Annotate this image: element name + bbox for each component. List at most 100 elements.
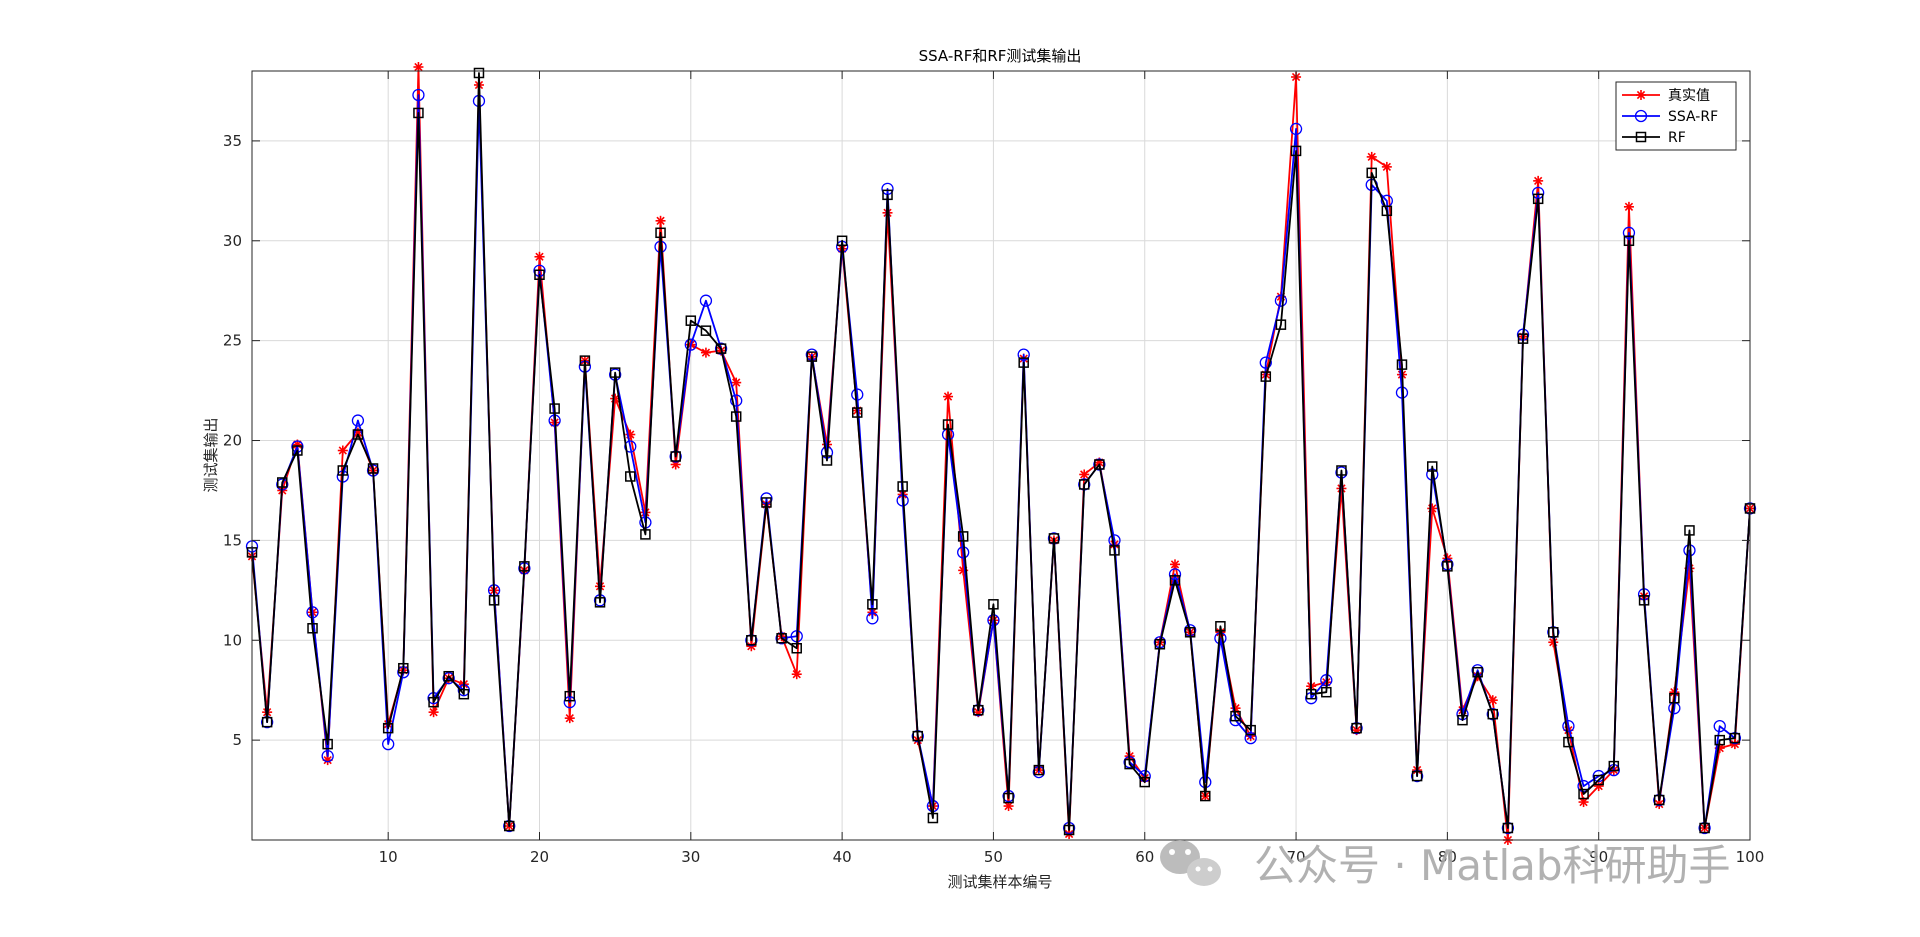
data-point bbox=[1321, 686, 1332, 698]
data-point bbox=[1714, 734, 1725, 746]
data-point bbox=[443, 670, 454, 682]
data-point bbox=[1017, 348, 1030, 361]
data-point bbox=[503, 820, 515, 832]
data-point bbox=[791, 669, 802, 680]
data-point bbox=[382, 722, 394, 734]
data-point bbox=[1170, 559, 1181, 570]
data-point bbox=[1729, 732, 1741, 744]
legend-label: RF bbox=[1668, 130, 1686, 146]
data-point bbox=[761, 497, 772, 508]
data-point bbox=[640, 529, 651, 540]
data-point bbox=[746, 635, 757, 646]
data-point bbox=[1184, 627, 1196, 638]
legend-label: 真实值 bbox=[1668, 88, 1710, 104]
data-point bbox=[655, 227, 666, 239]
legend: 真实值 SSA-RF RF bbox=[1615, 81, 1737, 151]
data-point bbox=[1259, 356, 1272, 369]
data-point bbox=[337, 465, 349, 476]
x-tick-label: 40 bbox=[833, 848, 852, 866]
data-point bbox=[428, 696, 439, 708]
y-tick-label: 25 bbox=[223, 332, 242, 350]
data-point bbox=[821, 455, 833, 466]
x-tick-label: 90 bbox=[1589, 848, 1608, 866]
data-point bbox=[1381, 205, 1393, 217]
data-point bbox=[534, 269, 545, 280]
data-point bbox=[1169, 575, 1181, 586]
data-point bbox=[1608, 760, 1620, 772]
data-point bbox=[1471, 664, 1484, 677]
data-point bbox=[973, 704, 984, 716]
x-tick-label: 80 bbox=[1438, 848, 1457, 866]
data-point bbox=[413, 107, 424, 119]
data-point bbox=[1502, 822, 1514, 834]
data-point bbox=[261, 716, 273, 728]
x-tick-label: 10 bbox=[379, 848, 398, 866]
data-point bbox=[1548, 627, 1559, 638]
data-point bbox=[1289, 122, 1303, 136]
data-point bbox=[882, 189, 893, 201]
data-point bbox=[1442, 561, 1453, 572]
x-tick-label: 50 bbox=[984, 848, 1003, 866]
data-point bbox=[307, 623, 318, 634]
data-point bbox=[519, 561, 530, 572]
data-point bbox=[942, 419, 954, 430]
y-tick-label: 15 bbox=[223, 531, 242, 549]
data-point bbox=[1003, 792, 1014, 804]
data-point bbox=[700, 347, 711, 358]
x-tick-label: 30 bbox=[681, 848, 700, 866]
data-point bbox=[292, 445, 303, 456]
data-point bbox=[322, 738, 333, 750]
data-point bbox=[836, 235, 848, 247]
plot-frame bbox=[251, 70, 1751, 841]
data-point bbox=[1245, 724, 1256, 736]
legend-marker bbox=[1636, 90, 1646, 100]
data-point bbox=[776, 633, 787, 644]
data-point bbox=[534, 251, 545, 262]
data-point bbox=[1411, 770, 1423, 782]
data-point bbox=[1699, 822, 1710, 834]
data-point bbox=[1381, 161, 1392, 172]
data-point bbox=[730, 411, 742, 422]
data-point bbox=[1638, 595, 1650, 606]
ticks: 10 20 30 40 50 60 70 80 90 100 5 10 15 20 25 30 35 bbox=[223, 71, 1764, 866]
data-point bbox=[852, 407, 863, 418]
data-point bbox=[699, 294, 713, 307]
data-point bbox=[1109, 545, 1120, 556]
data-point bbox=[458, 688, 470, 700]
data-point bbox=[1623, 201, 1634, 212]
wechat-icon bbox=[1160, 840, 1221, 886]
series-layer bbox=[245, 62, 1757, 845]
data-point bbox=[428, 707, 439, 718]
data-point bbox=[1578, 788, 1589, 800]
data-point bbox=[1336, 465, 1347, 476]
data-point bbox=[1215, 621, 1226, 632]
data-point bbox=[1623, 235, 1635, 247]
data-point bbox=[1396, 359, 1408, 370]
data-point bbox=[957, 531, 969, 542]
data-point bbox=[1093, 458, 1106, 471]
data-point bbox=[1063, 824, 1075, 836]
data-point bbox=[337, 445, 348, 456]
data-point bbox=[382, 737, 395, 751]
data-point bbox=[897, 481, 908, 492]
data-point bbox=[1003, 801, 1014, 812]
data-point bbox=[700, 325, 712, 336]
data-point bbox=[1563, 736, 1574, 748]
data-point bbox=[957, 546, 970, 559]
data-point bbox=[321, 749, 334, 763]
data-point bbox=[943, 391, 954, 402]
data-point bbox=[1684, 525, 1695, 536]
data-point bbox=[1078, 479, 1090, 490]
data-point bbox=[1487, 708, 1499, 720]
data-point bbox=[1154, 639, 1166, 650]
data-point bbox=[715, 343, 727, 354]
data-point bbox=[1562, 719, 1575, 733]
data-point bbox=[1094, 459, 1105, 470]
data-point bbox=[579, 355, 591, 366]
data-point bbox=[684, 338, 697, 351]
y-tick-label: 35 bbox=[223, 132, 242, 150]
data-point bbox=[851, 388, 864, 401]
data-point bbox=[988, 599, 999, 610]
data-point bbox=[1622, 226, 1636, 239]
